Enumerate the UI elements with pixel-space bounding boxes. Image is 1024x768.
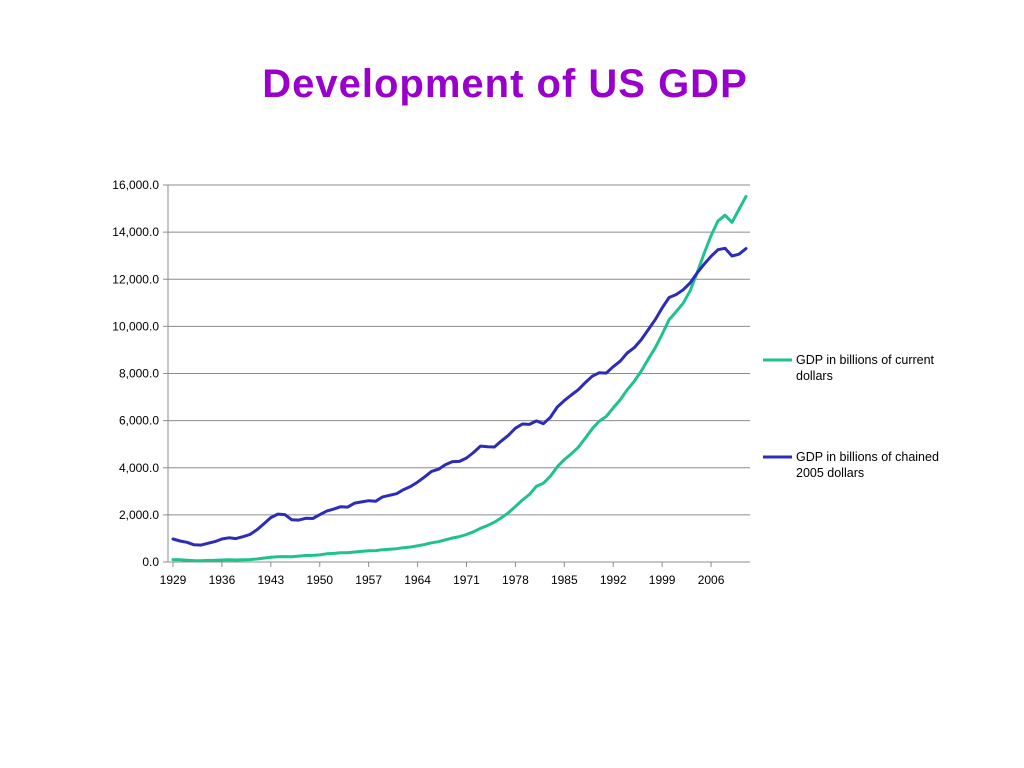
x-tick-label: 1985 [551,573,578,587]
series-line-1 [171,194,748,563]
slide-title: Development of US GDP [262,62,748,106]
legend-label: GDP in billions of current dollars [796,353,935,383]
y-tick-label: 2,000.0 [119,508,159,522]
y-tick-label: 14,000.0 [112,225,159,239]
x-tick-label: 2006 [698,573,725,587]
y-tick-label: 16,000.0 [112,178,159,192]
x-tick-label: 1999 [649,573,676,587]
legend: GDP in billions of current dollars GDP in … [763,353,939,480]
y-tick-label: 10,000.0 [112,319,159,333]
x-tick-label: 1978 [502,573,529,587]
y-tick-label: 0.0 [142,555,159,569]
axes [163,184,750,567]
x-tick-labels: 1929 1936 1943 1950 1957 1964 1971 1978 1985 1992… [160,573,725,587]
x-tick-label: 1943 [257,573,284,587]
legend-label: GDP in billions of chained 2005 dollars [796,450,939,480]
x-tick-label: 1929 [160,573,187,587]
series-lines [171,194,748,563]
x-tick-label: 1950 [306,573,333,587]
x-tick-label: 1971 [453,573,480,587]
y-tick-label: 4,000.0 [119,461,159,475]
y-tick-label: 6,000.0 [119,414,159,428]
x-tick-label: 1964 [404,573,431,587]
x-tick-label: 1957 [355,573,382,587]
y-tick-labels: 0.0 2,000.0 4,000.0 6,000.0 8,000.0 10,000.0 1… [112,178,159,569]
y-tick-label: 12,000.0 [112,272,159,286]
x-tick-label: 1936 [209,573,236,587]
gridlines [168,184,750,516]
series-line-2 [171,246,748,547]
y-tick-label: 8,000.0 [119,367,159,381]
x-tick-label: 1992 [600,573,627,587]
